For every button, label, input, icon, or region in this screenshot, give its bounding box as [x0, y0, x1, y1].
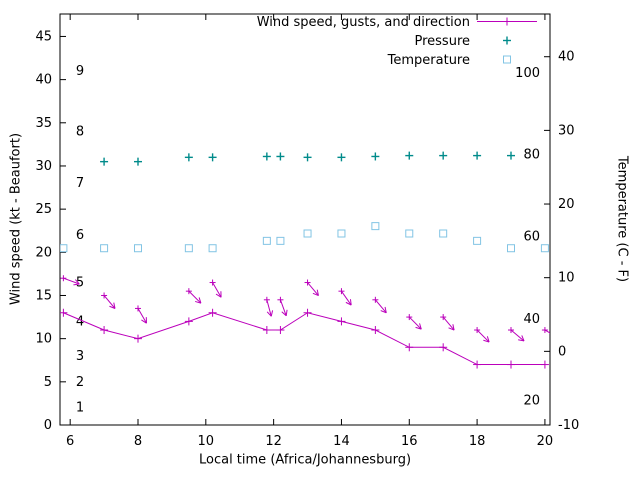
svg-text:10: 10: [198, 434, 215, 449]
svg-text:12: 12: [265, 434, 282, 449]
y-axis-label-right: Temperature (C - F): [614, 155, 630, 283]
wind-gust-vectors: [60, 275, 550, 343]
svg-text:0: 0: [44, 418, 52, 433]
svg-text:10: 10: [35, 332, 52, 347]
svg-text:25: 25: [35, 202, 52, 217]
svg-text:100: 100: [515, 66, 540, 81]
svg-text:14: 14: [333, 434, 350, 449]
svg-text:3: 3: [76, 349, 84, 364]
svg-text:20: 20: [35, 245, 52, 260]
wind-speed-series: [60, 308, 549, 369]
svg-text:8: 8: [134, 434, 142, 449]
svg-text:2: 2: [76, 375, 84, 390]
beaufort-scale-labels: 1 2 3 4 5 6 7 8 9: [76, 64, 84, 416]
temperature-series: [60, 222, 549, 253]
svg-text:7: 7: [76, 176, 84, 191]
svg-text:9: 9: [76, 64, 84, 79]
svg-text:40: 40: [558, 50, 575, 65]
svg-text:-10: -10: [558, 418, 579, 433]
svg-text:18: 18: [469, 434, 486, 449]
svg-text:6: 6: [66, 434, 74, 449]
svg-text:40: 40: [35, 73, 52, 88]
svg-text:Pressure: Pressure: [414, 34, 470, 49]
svg-text:60: 60: [523, 229, 540, 244]
svg-text:30: 30: [35, 159, 52, 174]
svg-text:15: 15: [35, 288, 52, 303]
svg-text:30: 30: [558, 123, 575, 138]
svg-text:20: 20: [558, 197, 575, 212]
svg-text:Temperature: Temperature: [387, 53, 470, 68]
y-axis-label-left: Wind speed (kt - Beaufort): [8, 132, 24, 306]
svg-text:35: 35: [35, 116, 52, 131]
svg-text:8: 8: [76, 124, 84, 139]
svg-text:Wind speed, gusts, and directi: Wind speed, gusts, and direction: [257, 15, 470, 30]
svg-text:10: 10: [558, 271, 575, 286]
axes: 6 8 10 12 14 16 18 20051015202530354045-1001020…: [35, 13, 579, 449]
svg-text:80: 80: [523, 148, 540, 163]
svg-text:4: 4: [76, 314, 84, 329]
pressure-series: [100, 151, 516, 166]
fahrenheit-scale-labels: 100 80 60 40 20: [515, 66, 540, 409]
svg-text:16: 16: [401, 434, 418, 449]
svg-text:5: 5: [76, 276, 84, 291]
svg-text:0: 0: [558, 344, 566, 359]
svg-text:1: 1: [76, 401, 84, 416]
svg-text:20: 20: [523, 394, 540, 409]
svg-text:5: 5: [44, 375, 52, 390]
legend: Wind speed, gusts, and direction Pressure…: [257, 15, 537, 68]
svg-text:45: 45: [35, 29, 52, 44]
svg-text:6: 6: [76, 228, 84, 243]
x-axis-label: Local time (Africa/Johannesburg): [198, 452, 412, 468]
svg-text:20: 20: [537, 434, 554, 449]
svg-text:40: 40: [523, 312, 540, 327]
